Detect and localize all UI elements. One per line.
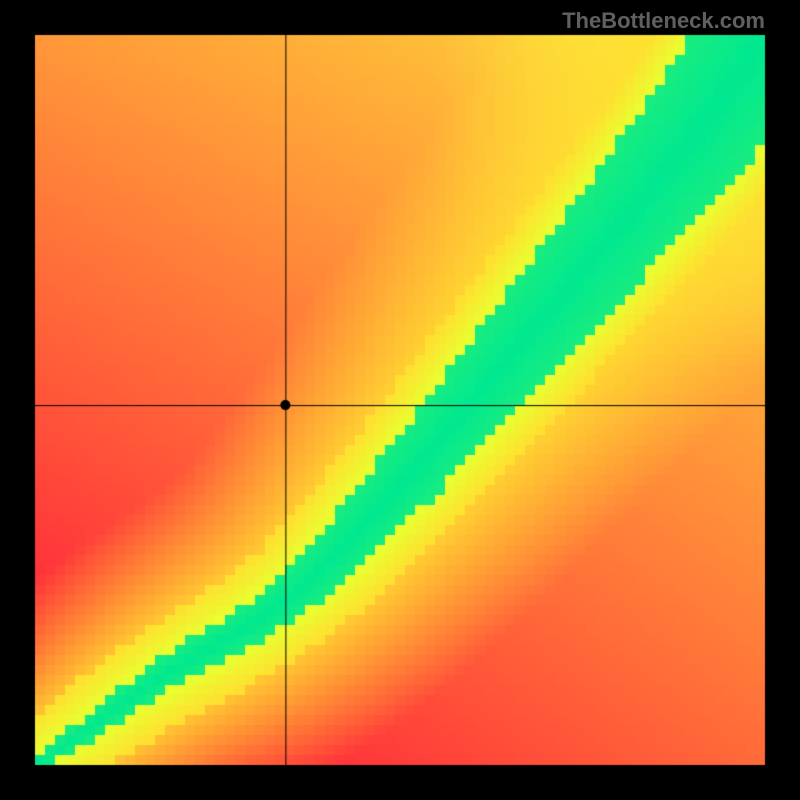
- chart-frame: TheBottleneck.com: [0, 0, 800, 800]
- watermark-text: TheBottleneck.com: [562, 8, 765, 34]
- heatmap-canvas: [0, 0, 800, 800]
